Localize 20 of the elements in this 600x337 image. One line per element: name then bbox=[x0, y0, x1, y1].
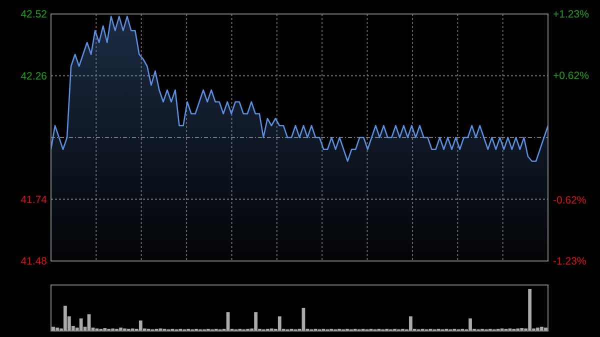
y-tick-label: 42.26 bbox=[20, 70, 48, 82]
y-tick-label: 41.48 bbox=[20, 256, 48, 268]
bar bbox=[79, 318, 83, 331]
bar bbox=[544, 328, 548, 331]
bar bbox=[528, 289, 532, 331]
y2-tick-label: -1.23% bbox=[553, 256, 586, 268]
bar bbox=[64, 306, 67, 331]
y2-tick-label: +1.23% bbox=[553, 8, 589, 21]
bar bbox=[409, 316, 412, 331]
bar bbox=[56, 328, 59, 331]
y2-tick-label: +0.62% bbox=[553, 70, 589, 82]
bar bbox=[468, 318, 472, 331]
bar bbox=[119, 328, 122, 331]
y-tick-label: 42.52 bbox=[20, 8, 48, 21]
bar bbox=[536, 328, 540, 331]
y2-tick-label: -0.62% bbox=[553, 194, 586, 206]
y-tick-label: 41.74 bbox=[20, 194, 48, 206]
bar bbox=[278, 316, 282, 331]
bar bbox=[138, 320, 142, 331]
bar bbox=[254, 312, 258, 331]
